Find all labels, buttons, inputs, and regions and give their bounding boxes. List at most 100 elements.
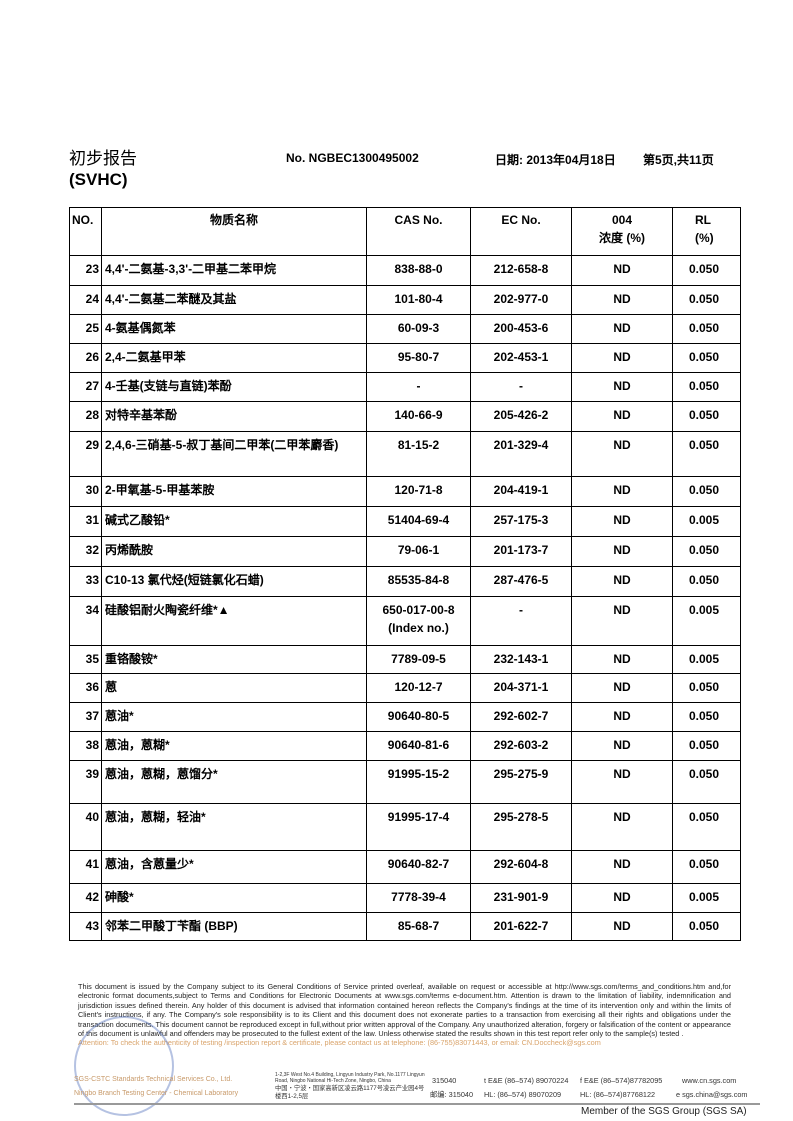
table-row: 30 2-甲氧基-5-甲基苯胺 120-71-8 204-419-1 ND 0.050 — [69, 476, 741, 507]
result-value-text: ND — [613, 573, 631, 587]
row-number: 27 — [69, 372, 102, 402]
ec-number-text: 205-426-2 — [493, 408, 549, 422]
cas-number-text: - — [416, 379, 421, 393]
row-number: 30 — [69, 476, 102, 507]
reporting-limit-text: 0.050 — [689, 408, 720, 422]
cas-number-text: 60-09-3 — [397, 321, 440, 335]
fax-hl: HL: (86–574)87768122 — [580, 1090, 656, 1099]
substance-name-text: 4-氨基偶氮苯 — [105, 321, 176, 335]
ec-number: 257-175-3 — [470, 506, 572, 537]
reporting-limit-text: 0.050 — [689, 919, 720, 933]
result-value-text: ND — [613, 543, 631, 557]
result-value-text: ND — [613, 652, 631, 666]
reporting-limit-text: 0.050 — [689, 292, 720, 306]
ec-number: 204-371-1 — [470, 673, 572, 703]
row-number-text: 32 — [85, 543, 99, 557]
row-number: 40 — [69, 803, 102, 851]
cas-number: - — [366, 372, 471, 402]
member-note: Member of the SGS Group (SGS SA) — [581, 1106, 747, 1117]
col-header-result: 004 浓度 (%) — [571, 207, 673, 256]
ec-number-text: 201-173-7 — [493, 543, 549, 557]
row-number-text: 26 — [85, 350, 99, 364]
cas-number-text: 650-017-00-8 — [382, 603, 455, 617]
reporting-limit: 0.005 — [672, 506, 741, 537]
ec-number: 204-419-1 — [470, 476, 572, 507]
ec-number-text: 292-604-8 — [493, 857, 549, 871]
table-row: 25 4-氨基偶氮苯 60-09-3 200-453-6 ND 0.050 — [69, 314, 741, 344]
row-number-text: 40 — [85, 810, 99, 824]
cas-number-text: 90640-81-6 — [387, 738, 450, 752]
row-number-text: 34 — [85, 603, 99, 617]
reporting-limit: 0.050 — [672, 372, 741, 402]
reporting-limit-text: 0.050 — [689, 810, 720, 824]
result-value: ND — [571, 285, 673, 315]
cas-number-text: 91995-17-4 — [387, 810, 450, 824]
result-value: ND — [571, 314, 673, 344]
substance-name: 4-氨基偶氮苯 — [101, 314, 367, 344]
row-number-text: 43 — [85, 919, 99, 933]
col-header-rl: RL (%) — [672, 207, 741, 256]
ec-number-text: - — [519, 603, 523, 617]
ec-number: 295-278-5 — [470, 803, 572, 851]
substance-name: 碱式乙酸铅* — [101, 506, 367, 537]
address-en: 1-2,3F West No.4 Building, Lingyun Indus… — [275, 1072, 425, 1084]
reporting-limit: 0.050 — [672, 566, 741, 597]
ec-number-text: 204-371-1 — [493, 680, 549, 694]
substance-name: 4,4'-二氨基二苯醚及其盐 — [101, 285, 367, 315]
row-number-text: 38 — [85, 738, 99, 752]
reporting-limit-text: 0.050 — [689, 767, 720, 781]
col-header-no: NO. — [69, 207, 102, 256]
cas-number-text: 51404-69-4 — [387, 513, 450, 527]
reporting-limit-text: 0.050 — [689, 680, 720, 694]
ec-number: 201-622-7 — [470, 912, 572, 941]
ec-number-text: 295-275-9 — [493, 767, 549, 781]
substance-name: C10-13 氯代烃(短链氯化石蜡) — [101, 566, 367, 597]
row-number: 24 — [69, 285, 102, 315]
row-number: 28 — [69, 401, 102, 432]
cas-number-text: 140-66-9 — [394, 408, 443, 422]
substance-name-text: 重铬酸铵* — [105, 652, 158, 666]
substance-name-text: 蒽油，含蒽量少* — [105, 857, 194, 871]
ec-number-text: 295-278-5 — [493, 810, 549, 824]
cas-number: 91995-15-2 — [366, 760, 471, 804]
row-number-text: 35 — [85, 652, 99, 666]
cas-number-text: 120-12-7 — [394, 680, 443, 694]
ec-number-text: 200-453-6 — [493, 321, 549, 335]
report-title: 初步报告 — [69, 149, 137, 168]
substance-name: 蒽油，含蒽量少* — [101, 850, 367, 884]
ec-number-text: 257-175-3 — [493, 513, 549, 527]
reporting-limit-text: 0.005 — [689, 890, 720, 904]
cas-number: 90640-81-6 — [366, 731, 471, 761]
reporting-limit: 0.050 — [672, 702, 741, 732]
row-number-text: 42 — [85, 890, 99, 904]
substance-name: 丙烯酰胺 — [101, 536, 367, 567]
table-row: 24 4,4'-二氨基二苯醚及其盐 101-80-4 202-977-0 ND 0.050 — [69, 285, 741, 315]
reporting-limit: 0.050 — [672, 673, 741, 703]
cas-number: 85-68-7 — [366, 912, 471, 941]
substance-name: 4,4'-二氨基-3,3'-二甲基二苯甲烷 — [101, 255, 367, 286]
row-number-text: 31 — [85, 513, 99, 527]
result-value-text: ND — [613, 408, 631, 422]
row-number: 41 — [69, 850, 102, 884]
cas-number-text: 90640-80-5 — [387, 709, 450, 723]
reporting-limit: 0.050 — [672, 314, 741, 344]
reporting-limit: 0.050 — [672, 285, 741, 315]
cas-number: 91995-17-4 — [366, 803, 471, 851]
table-row: 41 蒽油，含蒽量少* 90640-82-7 292-604-8 ND 0.050 — [69, 850, 741, 884]
row-number: 38 — [69, 731, 102, 761]
substance-name: 重铬酸铵* — [101, 645, 367, 674]
org-name-line2: Ningbo Branch Testing Center - Chemical … — [74, 1090, 239, 1097]
result-value: ND — [571, 476, 673, 507]
reporting-limit: 0.005 — [672, 645, 741, 674]
substance-name-text: C10-13 氯代烃(短链氯化石蜡) — [105, 573, 264, 587]
result-value-text: ND — [613, 513, 631, 527]
ec-number-text: 202-977-0 — [493, 292, 549, 306]
substance-name-text: 4-壬基(支链与直链)苯酚 — [105, 379, 232, 393]
result-value-text: ND — [613, 709, 631, 723]
col-header-cas: CAS No. — [366, 207, 471, 256]
row-number-text: 39 — [85, 767, 99, 781]
row-number-text: 33 — [85, 573, 99, 587]
row-number: 42 — [69, 883, 102, 913]
cas-number-text: 101-80-4 — [394, 292, 443, 306]
table-row: 28 对特辛基苯酚 140-66-9 205-426-2 ND 0.050 — [69, 401, 741, 432]
